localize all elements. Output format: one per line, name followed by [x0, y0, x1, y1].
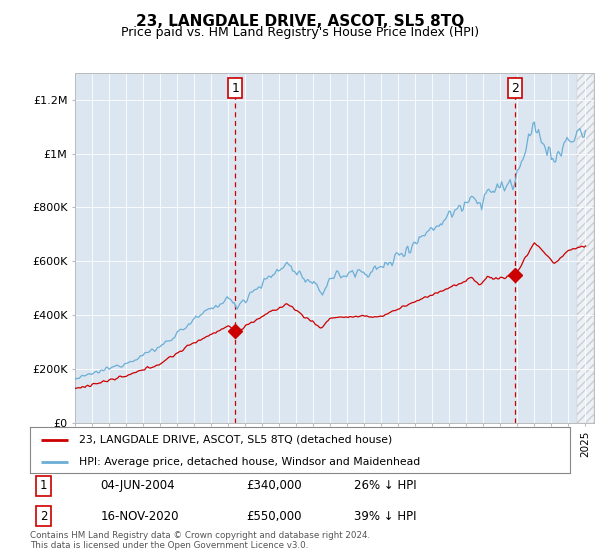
Text: £550,000: £550,000: [246, 510, 302, 522]
Text: 23, LANGDALE DRIVE, ASCOT, SL5 8TQ (detached house): 23, LANGDALE DRIVE, ASCOT, SL5 8TQ (deta…: [79, 435, 392, 445]
Text: 16-NOV-2020: 16-NOV-2020: [100, 510, 179, 522]
Text: HPI: Average price, detached house, Windsor and Maidenhead: HPI: Average price, detached house, Wind…: [79, 457, 420, 466]
Bar: [577, 73, 594, 423]
Text: 04-JUN-2004: 04-JUN-2004: [100, 479, 175, 492]
Text: Price paid vs. HM Land Registry's House Price Index (HPI): Price paid vs. HM Land Registry's House …: [121, 26, 479, 39]
Text: 1: 1: [40, 479, 47, 492]
Text: 2: 2: [511, 82, 520, 95]
Text: 26% ↓ HPI: 26% ↓ HPI: [354, 479, 416, 492]
Text: £340,000: £340,000: [246, 479, 302, 492]
Text: 1: 1: [232, 82, 239, 95]
Text: 2: 2: [40, 510, 47, 522]
Text: 39% ↓ HPI: 39% ↓ HPI: [354, 510, 416, 522]
Text: 23, LANGDALE DRIVE, ASCOT, SL5 8TQ: 23, LANGDALE DRIVE, ASCOT, SL5 8TQ: [136, 14, 464, 29]
Text: Contains HM Land Registry data © Crown copyright and database right 2024.
This d: Contains HM Land Registry data © Crown c…: [30, 531, 370, 550]
